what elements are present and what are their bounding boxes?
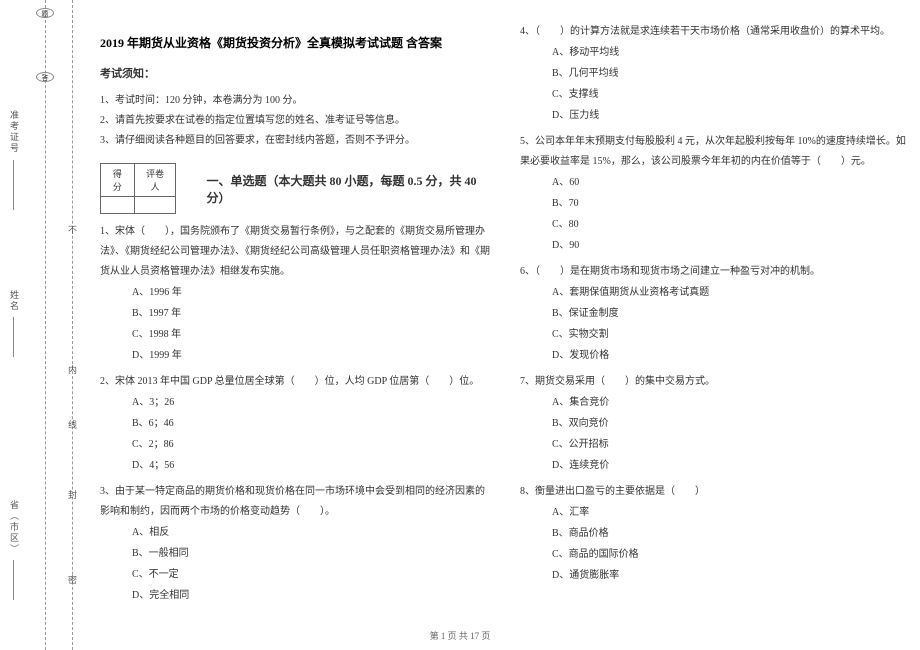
question-option: C、1998 年 xyxy=(100,324,490,345)
notice-heading: 考试须知： xyxy=(100,65,490,81)
binding-char-3: 线 xyxy=(66,420,79,432)
exam-binding-sidebar: 题 答 准考证号 不 姓名 内 线 封 省（市区） 密 xyxy=(0,0,85,650)
field-label-name: 姓名 xyxy=(8,290,21,312)
question-stem: 5、公司本年年末预期支付每股股利 4 元，从次年起股利按每年 10%的速度持续增… xyxy=(520,132,910,172)
left-column: 2019 年期货从业资格《期货投资分析》全真模拟考试试题 含答案 考试须知： 1… xyxy=(100,20,490,606)
notice-line: 2、请首先按要求在试卷的指定位置填写您的姓名、准考证号等信息。 xyxy=(100,111,490,131)
question-option: C、80 xyxy=(520,214,910,235)
exam-content: 2019 年期货从业资格《期货投资分析》全真模拟考试试题 含答案 考试须知： 1… xyxy=(100,20,910,606)
binding-mark-2: 答 xyxy=(36,72,54,82)
question-option: C、2；86 xyxy=(100,434,490,455)
question-stem: 8、衡量进出口盈亏的主要依据是（ ） xyxy=(520,482,910,502)
field-label-admission: 准考证号 xyxy=(8,110,21,154)
binding-char-1: 不 xyxy=(66,225,79,237)
question-stem: 2、宋体 2013 年中国 GDP 总量位居全球第（ ）位，人均 GDP 位居第… xyxy=(100,372,490,392)
score-section-row: 得分 评卷人 一、单选题（本大题共 80 小题，每题 0.5 分，共 40 分） xyxy=(100,163,490,214)
question-option: D、压力线 xyxy=(520,105,910,126)
page-footer: 第 1 页 共 17 页 xyxy=(0,629,920,642)
question-option: A、相反 xyxy=(100,522,490,543)
question-option: B、商品价格 xyxy=(520,523,910,544)
question-option: A、汇率 xyxy=(520,502,910,523)
question-option: C、公开招标 xyxy=(520,434,910,455)
question-option: C、支撑线 xyxy=(520,84,910,105)
question-option: D、4；56 xyxy=(100,455,490,476)
field-line-admission xyxy=(13,160,14,210)
question-option: C、不一定 xyxy=(100,564,490,585)
question-stem: 1、宋体（ ），国务院颁布了《期货交易暂行条例》，与之配套的《期货交易所管理办法… xyxy=(100,222,490,282)
question-option: D、90 xyxy=(520,235,910,256)
grader-cell xyxy=(134,197,176,214)
field-label-province: 省（市区） xyxy=(8,500,21,555)
exam-title: 2019 年期货从业资格《期货投资分析》全真模拟考试试题 含答案 xyxy=(100,34,490,51)
question-option: D、发现价格 xyxy=(520,345,910,366)
question-option: D、连续竞价 xyxy=(520,455,910,476)
question-stem: 7、期货交易采用（ ）的集中交易方式。 xyxy=(520,372,910,392)
score-label-left: 得分 xyxy=(101,164,135,197)
binding-dash-line-1 xyxy=(45,0,46,650)
score-label-right: 评卷人 xyxy=(134,164,176,197)
question-option: A、套期保值期货从业资格考试真题 xyxy=(520,282,910,303)
binding-mark-1: 题 xyxy=(36,8,54,18)
binding-char-4: 封 xyxy=(66,490,79,502)
question-option: A、集合竞价 xyxy=(520,392,910,413)
binding-char-2: 内 xyxy=(66,365,79,377)
question-option: A、3；26 xyxy=(100,392,490,413)
question-option: B、70 xyxy=(520,193,910,214)
question-option: D、通货膨胀率 xyxy=(520,565,910,586)
question-stem: 4、（ ）的计算方法就是求连续若干天市场价格（通常采用收盘价）的算术平均。 xyxy=(520,22,910,42)
field-line-province xyxy=(13,560,14,600)
binding-dash-line-2 xyxy=(72,0,73,650)
notice-line: 3、请仔细阅读各种题目的回答要求，在密封线内答题，否则不予评分。 xyxy=(100,131,490,151)
field-line-name xyxy=(13,317,14,357)
question-option: C、商品的国际价格 xyxy=(520,544,910,565)
question-option: C、实物交割 xyxy=(520,324,910,345)
question-option: A、移动平均线 xyxy=(520,42,910,63)
question-option: D、1999 年 xyxy=(100,345,490,366)
question-option: B、保证金制度 xyxy=(520,303,910,324)
question-stem: 3、由于某一特定商品的期货价格和现货价格在同一市场环境中会受到相同的经济因素的影… xyxy=(100,482,490,522)
question-option: A、1996 年 xyxy=(100,282,490,303)
question-option: B、一般相同 xyxy=(100,543,490,564)
notice-line: 1、考试时间：120 分钟，本卷满分为 100 分。 xyxy=(100,91,490,111)
question-stem: 6、（ ）是在期货市场和现货市场之间建立一种盈亏对冲的机制。 xyxy=(520,262,910,282)
question-option: B、6；46 xyxy=(100,413,490,434)
score-table: 得分 评卷人 xyxy=(100,163,176,214)
question-option: D、完全相同 xyxy=(100,585,490,606)
score-cell xyxy=(101,197,135,214)
question-option: B、几何平均线 xyxy=(520,63,910,84)
section-heading: 一、单选题（本大题共 80 小题，每题 0.5 分，共 40 分） xyxy=(206,172,490,206)
question-option: B、1997 年 xyxy=(100,303,490,324)
right-column: 4、（ ）的计算方法就是求连续若干天市场价格（通常采用收盘价）的算术平均。 A、… xyxy=(520,20,910,606)
binding-char-5: 密 xyxy=(66,575,79,587)
question-option: A、60 xyxy=(520,172,910,193)
question-option: B、双向竞价 xyxy=(520,413,910,434)
